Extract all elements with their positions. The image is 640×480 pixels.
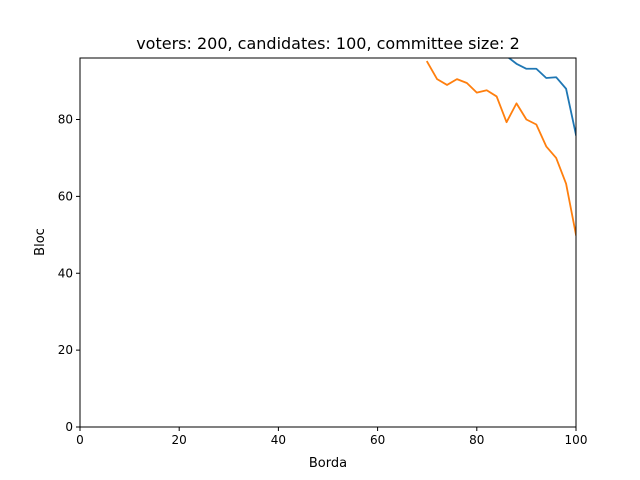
y-tick-label: 40 — [58, 266, 73, 280]
y-axis-label: Bloc — [33, 228, 48, 256]
plot-frame — [79, 57, 577, 428]
y-tick-label: 0 — [65, 420, 73, 434]
x-tick-label: 60 — [370, 433, 385, 447]
x-tick-label: 80 — [469, 433, 484, 447]
y-tick-label: 20 — [58, 343, 73, 357]
x-tick-label: 0 — [76, 433, 84, 447]
series-line-2 — [425, 60, 576, 236]
x-tick-label: 40 — [271, 433, 286, 447]
x-tick-label: 20 — [172, 433, 187, 447]
x-tick-label: 100 — [565, 433, 588, 447]
series-line-1 — [507, 58, 576, 136]
y-axis: 0 20 40 60 80 — [58, 113, 80, 434]
x-axis-label: Borda — [309, 456, 347, 471]
series-layer — [425, 58, 576, 236]
x-axis: 0 20 40 60 80 100 — [76, 427, 587, 447]
chart-title: voters: 200, candidates: 100, committee … — [136, 34, 520, 53]
y-tick-label: 80 — [58, 113, 73, 127]
y-tick-label: 60 — [58, 189, 73, 203]
